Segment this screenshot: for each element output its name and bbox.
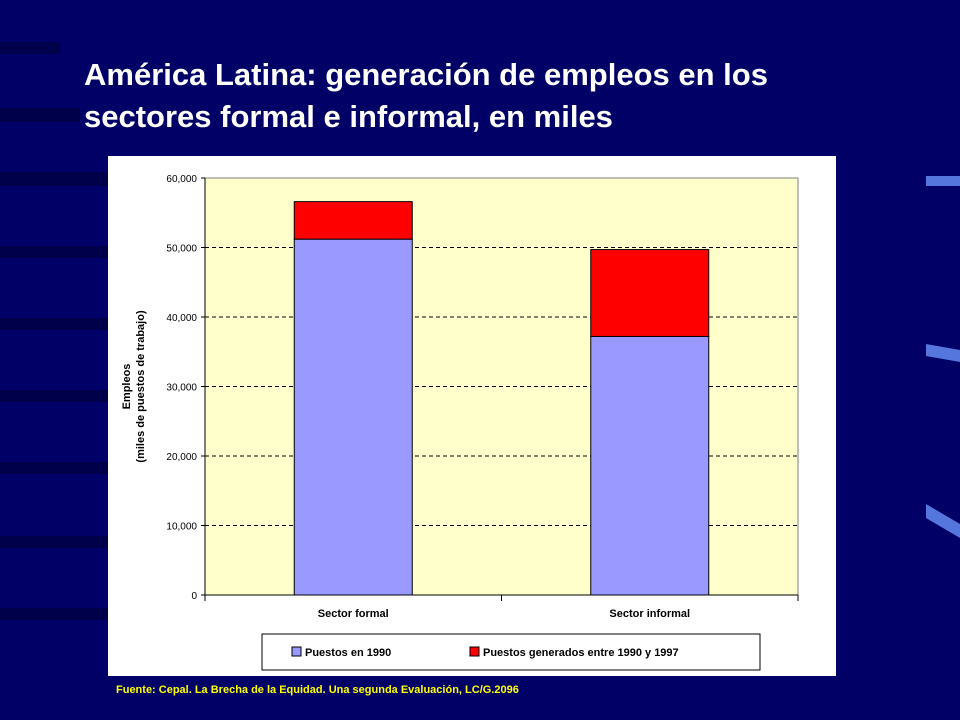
x-tick-label: Sector informal <box>609 608 690 620</box>
decorative-stripe <box>0 390 108 402</box>
legend-label: Puestos generados entre 1990 y 1997 <box>483 647 679 659</box>
y-tick-label: 50,000 <box>166 244 197 255</box>
legend-label: Puestos en 1990 <box>305 647 391 659</box>
legend <box>261 633 761 671</box>
legend-swatch <box>291 646 302 657</box>
decorative-accent <box>926 176 960 186</box>
decorative-accent <box>926 504 960 538</box>
decorative-stripe <box>0 462 108 474</box>
y-tick-label: 60,000 <box>166 174 197 185</box>
decorative-stripe <box>0 608 108 620</box>
slide-title-line-2: sectores formal e informal, en miles <box>84 99 613 134</box>
decorative-stripe <box>0 246 108 258</box>
bar-puestos-1990 <box>590 335 710 596</box>
bar-puestos-generados <box>293 201 413 240</box>
slide-title: América Latina: generación de empleos en… <box>84 54 904 138</box>
y-tick-label: 40,000 <box>166 313 197 324</box>
bar-puestos-1990 <box>293 238 413 596</box>
y-tick-label: 30,000 <box>166 383 197 394</box>
legend-swatch <box>469 646 480 657</box>
y-tick-label: 0 <box>191 591 197 602</box>
decorative-stripe <box>0 172 108 186</box>
decorative-stripe <box>0 42 60 54</box>
bar-puestos-generados <box>590 249 710 337</box>
decorative-accent <box>926 344 960 362</box>
y-tick-label: 20,000 <box>166 452 197 463</box>
source-note: Fuente: Cepal. La Brecha de la Equidad. … <box>116 684 519 696</box>
slide-title-line-1: América Latina: generación de empleos en… <box>84 57 768 92</box>
x-tick-label: Sector formal <box>318 608 389 620</box>
y-axis-title-line-1: Empleos <box>121 364 133 410</box>
decorative-stripe <box>0 108 80 122</box>
y-tick-label: 10,000 <box>166 522 197 533</box>
chart: 0 10,000 20,000 30,000 40,000 50,000 60,000 Sec… <box>121 174 799 671</box>
y-axis-title-line-2: (miles de puestos de trabajo) <box>135 310 147 463</box>
chart-panel: 0 10,000 20,000 30,000 40,000 50,000 60,000 Sec… <box>108 156 836 676</box>
decorative-stripe <box>0 318 108 330</box>
decorative-stripe <box>0 536 108 548</box>
